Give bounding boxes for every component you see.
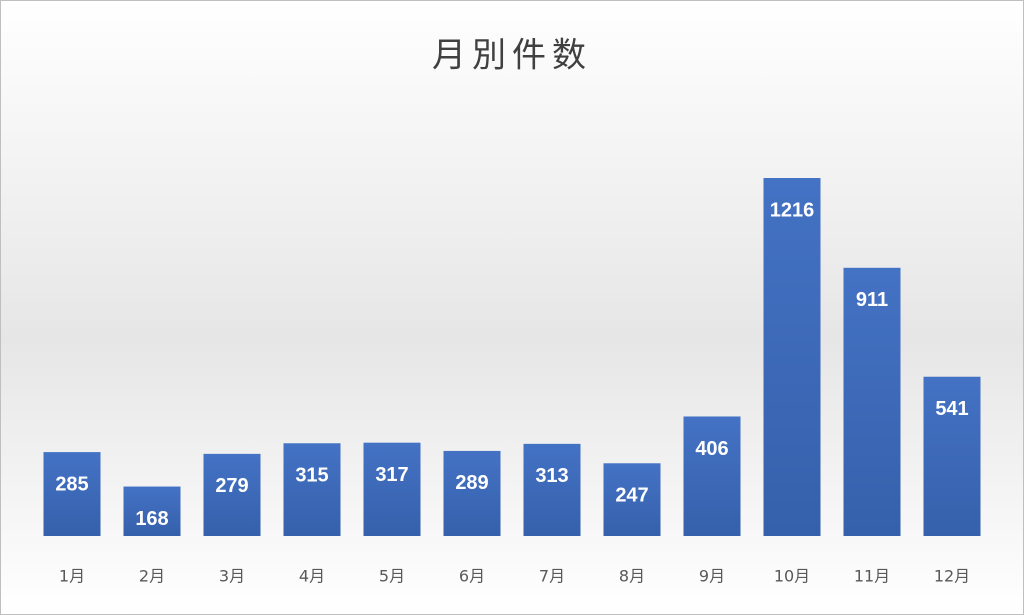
- bar: [283, 443, 341, 536]
- x-tick-label: 3月: [219, 567, 245, 586]
- bar: [603, 463, 661, 536]
- bar: [763, 178, 821, 537]
- x-tick-label: 9月: [699, 567, 725, 586]
- x-tick-label: 2月: [139, 567, 165, 586]
- bar: [923, 376, 981, 536]
- data-label: 289: [455, 472, 488, 494]
- data-label: 168: [135, 508, 168, 530]
- bar: [203, 453, 261, 536]
- data-label: 313: [535, 465, 568, 487]
- data-label: 279: [215, 475, 248, 497]
- bar: [683, 416, 741, 536]
- bar: [443, 450, 501, 536]
- data-label: 541: [935, 398, 968, 420]
- data-label: 247: [615, 485, 648, 507]
- data-label: 285: [55, 473, 88, 495]
- x-tick-label: 8月: [619, 567, 645, 586]
- x-tick-label: 4月: [299, 567, 325, 586]
- chart-title: 月別件数: [432, 36, 592, 76]
- x-tick-label: 5月: [379, 567, 405, 586]
- bar: [123, 486, 181, 536]
- x-tick-label: 1月: [59, 567, 85, 586]
- bar: [843, 267, 901, 536]
- bar: [523, 443, 581, 536]
- data-label: 315: [295, 465, 328, 487]
- x-tick-label: 7月: [539, 567, 565, 586]
- bar: [363, 442, 421, 536]
- data-label: 317: [375, 464, 408, 486]
- x-tick-label: 10月: [774, 567, 810, 586]
- x-tick-label: 6月: [459, 567, 485, 586]
- x-tick-label: 11月: [854, 567, 890, 586]
- x-tick-label: 12月: [934, 567, 970, 586]
- data-label: 406: [695, 438, 728, 460]
- data-label: 911: [856, 289, 888, 311]
- bar: [43, 452, 101, 536]
- data-label: 1216: [770, 199, 815, 221]
